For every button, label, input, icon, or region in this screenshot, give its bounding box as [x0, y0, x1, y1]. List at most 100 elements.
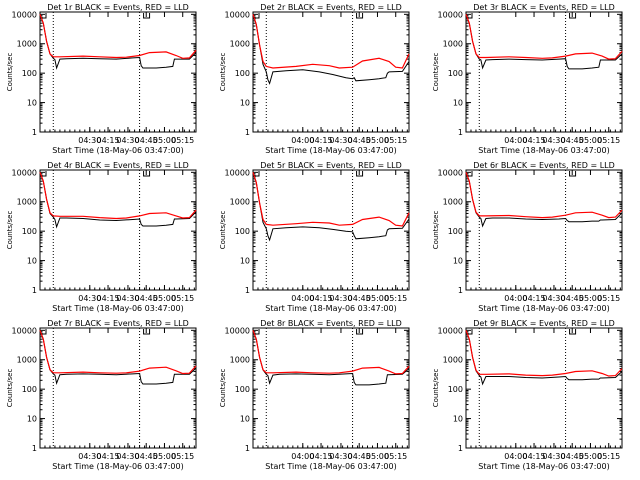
- corner-marker: [41, 13, 47, 19]
- y-tick-label: 1: [245, 444, 250, 453]
- x-tick-label: 04:30: [542, 294, 565, 303]
- x-tick-label: 04:15: [523, 452, 546, 461]
- x-tick-label: 04:45: [348, 294, 371, 303]
- chart-title: Det 3r BLACK = Events, RED = LLD: [473, 3, 615, 12]
- corner-marker: [143, 171, 151, 177]
- y-tick-label: 1000: [17, 356, 37, 365]
- y-tick-label: 1000: [17, 198, 37, 207]
- y-tick-label: 1: [458, 444, 463, 453]
- y-tick-label: 10: [453, 99, 463, 108]
- corner-marker: [254, 329, 260, 335]
- y-tick-label: 1000: [230, 40, 250, 49]
- y-tick-label: 1: [32, 128, 37, 137]
- x-tick-label: 04:15: [97, 452, 120, 461]
- chart-title: Det 4r BLACK = Events, RED = LLD: [47, 161, 189, 170]
- x-tick-label: 04:45: [135, 294, 158, 303]
- chart-panel-4: 11010010001000004:3004:1504:3004:4505:00…: [6, 161, 197, 313]
- y-tick-label: 10000: [225, 326, 250, 335]
- chart-panel-1: 11010010001000004:3004:1504:3004:4505:00…: [6, 3, 197, 155]
- chart-panel-9: 1 10 100 1000 10000 04:0004:1504:3004:4505:00…: [432, 319, 623, 471]
- chart-title: Det 1r BLACK = Events, RED = LLD: [47, 3, 189, 12]
- x-tick-label: 05:00: [366, 294, 389, 303]
- x-tick-label: 04:45: [561, 294, 584, 303]
- y-tick-label: 100: [235, 69, 250, 78]
- x-tick-label: 04:30: [78, 136, 101, 145]
- x-tick-label: 04:30: [78, 452, 101, 461]
- x-tick-label: 04:30: [329, 294, 352, 303]
- series-line-events: [465, 14, 623, 70]
- series-line-events: [465, 172, 623, 228]
- x-axis-label: Start Time (18-May-06 03:47:00): [265, 146, 396, 155]
- corner-marker: [569, 329, 577, 335]
- y-tick-label: 100: [448, 385, 463, 394]
- x-tick-label: 04:30: [542, 452, 565, 461]
- series-line-events: [252, 172, 410, 242]
- chart-panel-5: 1 10 100 1000 10000 04:0004:1504:3004:4505:00…: [219, 161, 410, 313]
- x-axis-label: Start Time (18-May-06 03:47:00): [478, 304, 609, 313]
- y-axis-label: Counts/sec: [219, 53, 227, 92]
- corner-marker: [143, 329, 151, 335]
- corner-marker: [143, 13, 151, 19]
- series-line-events: [252, 330, 410, 386]
- x-tick-label: 05:15: [597, 294, 620, 303]
- y-tick-label: 10000: [12, 168, 37, 177]
- x-tick-label: 05:15: [384, 136, 407, 145]
- y-tick-label: 10000: [225, 168, 250, 177]
- corner-marker: [569, 13, 577, 19]
- plot-frame: [465, 327, 623, 449]
- y-tick-label: 100: [22, 69, 37, 78]
- x-tick-label: 05:00: [153, 136, 176, 145]
- x-tick-label: 05:00: [153, 452, 176, 461]
- y-axis-label: Counts/sec: [432, 53, 440, 92]
- x-tick-label: 04:30: [329, 452, 352, 461]
- x-tick-label: 04:45: [348, 452, 371, 461]
- x-tick-label: 04:15: [523, 136, 546, 145]
- series-line-lld: [39, 14, 197, 59]
- chart-panel-2: 1 10 100 1000 10000 04:0004:1504:3004:4505:00…: [219, 3, 410, 155]
- x-tick-label: 04:30: [116, 294, 139, 303]
- x-axis-label: Start Time (18-May-06 03:47:00): [52, 304, 183, 313]
- x-tick-label: 04:15: [97, 294, 120, 303]
- y-tick-label: 1: [32, 444, 37, 453]
- plot-frame: [252, 169, 410, 291]
- y-tick-label: 10000: [225, 10, 250, 19]
- corner-marker: [356, 329, 364, 335]
- y-tick-label: 1: [245, 128, 250, 137]
- plot-frame: [465, 11, 623, 133]
- x-tick-label: 04:45: [348, 136, 371, 145]
- y-tick-label: 10: [27, 99, 37, 108]
- series-line-events: [252, 14, 410, 85]
- x-tick-label: 04:15: [310, 452, 333, 461]
- x-tick-label: 05:00: [579, 452, 602, 461]
- x-axis-label: Start Time (18-May-06 03:47:00): [52, 462, 183, 471]
- series-line-lld: [252, 14, 410, 69]
- corner-marker: [467, 171, 473, 177]
- corner-marker: [41, 171, 47, 177]
- y-axis-label: Counts/sec: [432, 211, 440, 250]
- y-tick-label: 1000: [230, 198, 250, 207]
- y-tick-label: 1000: [443, 40, 463, 49]
- x-tick-label: 04:45: [561, 136, 584, 145]
- corner-marker: [356, 13, 364, 19]
- series-line-events: [39, 330, 197, 385]
- x-tick-label: 04:45: [135, 452, 158, 461]
- x-tick-label: 04:00: [291, 452, 314, 461]
- y-tick-label: 10: [240, 257, 250, 266]
- y-tick-label: 1: [458, 286, 463, 295]
- chart-title: Det 8r BLACK = Events, RED = LLD: [260, 319, 402, 328]
- y-axis-label: Counts/sec: [6, 369, 14, 408]
- series-line-events: [465, 330, 623, 386]
- series-line-lld: [465, 330, 623, 377]
- x-tick-label: 05:15: [384, 294, 407, 303]
- corner-marker: [254, 13, 260, 19]
- y-axis-label: Counts/sec: [219, 211, 227, 250]
- series-line-lld: [252, 330, 410, 375]
- chart-title: Det 6r BLACK = Events, RED = LLD: [473, 161, 615, 170]
- y-tick-label: 10: [27, 415, 37, 424]
- series-line-lld: [39, 330, 197, 375]
- x-tick-label: 05:15: [597, 136, 620, 145]
- chart-title: Det 5r BLACK = Events, RED = LLD: [260, 161, 402, 170]
- series-line-lld: [252, 172, 410, 227]
- y-tick-label: 100: [235, 385, 250, 394]
